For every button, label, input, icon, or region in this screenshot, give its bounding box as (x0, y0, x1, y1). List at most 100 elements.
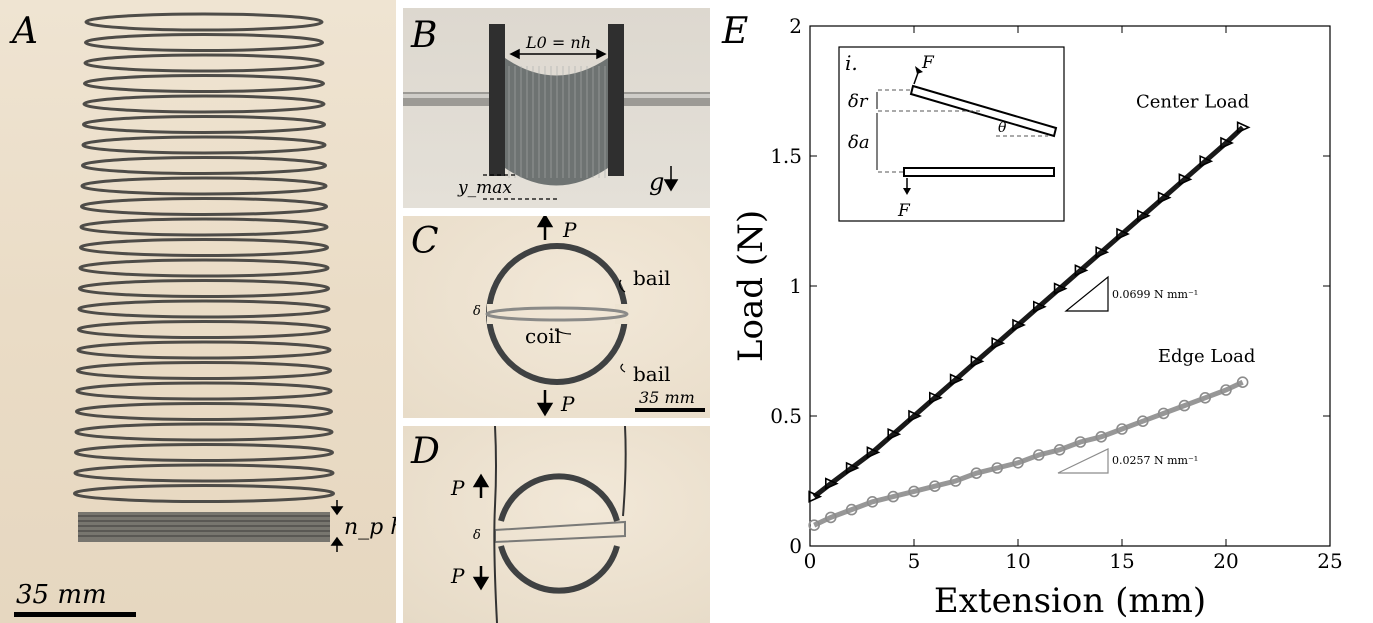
bail-label-bottom: bail (633, 362, 671, 386)
series-edge-load: Edge Load (808, 346, 1256, 532)
force-label-top: P (563, 218, 577, 242)
inset-label: i. (845, 51, 858, 75)
data-point (845, 503, 858, 516)
panel-a-slinky-photo: A n_p h 35 mm (0, 0, 396, 623)
x-tick-label: 5 (908, 549, 921, 573)
inset-delta-a: δa (848, 132, 870, 153)
data-point (1199, 154, 1214, 168)
x-tick-label: 25 (1317, 549, 1342, 573)
data-point (1199, 391, 1212, 404)
panel-d-ring-deformed: D P P δ (403, 426, 710, 623)
y-tick-label: 1.5 (770, 144, 802, 168)
series-line (812, 125, 1245, 499)
data-point (808, 490, 823, 503)
data-point (1095, 245, 1110, 259)
data-point (887, 490, 899, 503)
data-point (908, 409, 922, 423)
data-point (949, 475, 962, 487)
data-point (1220, 136, 1234, 150)
data-point (1032, 449, 1045, 461)
data-point (929, 391, 943, 405)
series-name-label: Center Load (1136, 91, 1249, 112)
scale-label: 35 mm (639, 388, 695, 407)
data-point (970, 355, 985, 368)
data-point (1074, 436, 1087, 448)
data-point (866, 446, 881, 459)
data-point (1236, 121, 1251, 134)
data-point (970, 467, 983, 480)
data-point (1157, 407, 1170, 420)
force-label-top: P (451, 476, 465, 500)
data-point (1136, 209, 1151, 223)
force-label-bottom: P (561, 392, 575, 416)
data-point (1074, 264, 1089, 277)
data-point (825, 511, 837, 524)
gap-label: δ (473, 304, 481, 319)
data-point (1220, 384, 1232, 396)
coil-pitch-label: n_p h (344, 515, 396, 540)
x-tick-label: 20 (1213, 549, 1238, 573)
data-point (1053, 443, 1066, 456)
slope-triangle (1064, 275, 1109, 312)
y-tick-label: 2 (789, 14, 802, 38)
force-label-bottom: P (451, 564, 465, 588)
panel-e-load-extension-chart: E 0 5 10 15 20 25 0 0.5 1 1.5 2 Extension (mm) Load … (718, 0, 1373, 623)
x-axis-label: Extension (mm) (934, 581, 1206, 621)
level-bar (903, 167, 1055, 177)
coil-label: coil (525, 324, 562, 348)
y-axis-label: Load (N) (731, 210, 771, 362)
data-point (991, 336, 1006, 350)
data-point (1053, 282, 1068, 295)
inset-delta-r: δr (848, 91, 869, 112)
panel-b-horizontal-slinky: B L0 = nh y_max g (403, 8, 710, 208)
series-name-label: Edge Load (1158, 346, 1256, 367)
data-point (1178, 399, 1191, 412)
data-point (1178, 173, 1193, 186)
data-point (1157, 191, 1172, 204)
x-tick-label: 0 (804, 549, 817, 573)
data-point (908, 485, 920, 498)
data-point (949, 373, 964, 386)
panel-label: B (411, 15, 438, 56)
series-line (813, 379, 1244, 528)
data-point (1136, 415, 1149, 428)
data-point (825, 477, 839, 490)
data-point (1095, 430, 1108, 443)
ring-test-illustration (485, 216, 705, 417)
scale-bar (635, 408, 705, 412)
inset-frame (838, 46, 1065, 222)
data-point (1116, 227, 1130, 241)
gravity-label: g (649, 168, 665, 196)
bail-label-top: bail (633, 266, 671, 290)
ymax-label: y_max (458, 178, 512, 198)
scale-bar (14, 612, 136, 617)
panel-label: C (411, 221, 439, 262)
series-center-load: Center Load (808, 91, 1251, 503)
panel-label: E (722, 11, 749, 52)
data-point (845, 461, 860, 475)
y-tick-label: 0 (789, 534, 802, 558)
data-point (1032, 300, 1047, 314)
slope-label: 0.0257 N mm⁻¹ (1112, 454, 1198, 467)
x-tick-label: 15 (1109, 549, 1134, 573)
data-point (991, 462, 1004, 474)
data-point (866, 495, 879, 508)
data-point (929, 480, 941, 493)
inset-diagram: i. F Fδr δa θ (838, 46, 1065, 222)
data-point (1236, 376, 1249, 389)
data-point (1012, 456, 1024, 469)
tilted-bar (909, 84, 1058, 138)
data-point (887, 427, 902, 441)
data-point (1116, 423, 1128, 435)
inset-force-label: F (897, 201, 911, 221)
inset-theta: θ (998, 120, 1007, 136)
panel-label: A (12, 11, 38, 52)
data-point (1012, 318, 1026, 332)
scale-label: 35 mm (16, 580, 107, 610)
panel-label: D (411, 431, 440, 472)
rest-length-label: L0 = nh (526, 33, 591, 52)
inset-force-label: F (921, 53, 935, 73)
panel-c-ring-test: C P P bail bail coil δ 35 mm (403, 216, 710, 418)
slope-label: 0.0699 N mm⁻¹ (1112, 288, 1198, 301)
slope-triangle (1057, 448, 1109, 474)
